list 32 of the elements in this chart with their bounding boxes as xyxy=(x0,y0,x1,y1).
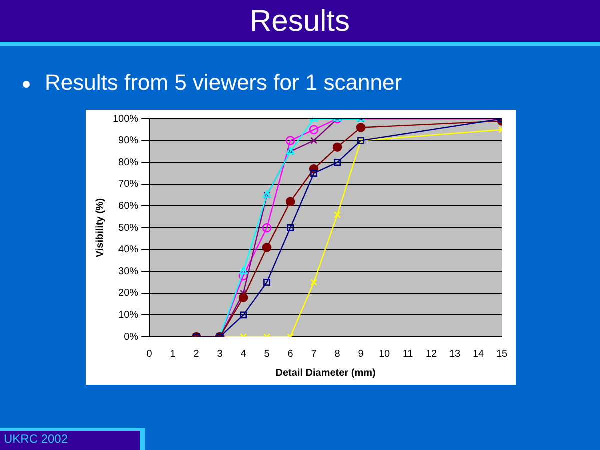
chart-title: Results xyxy=(0,0,600,42)
x-tick-label: 4 xyxy=(240,348,247,360)
x-tick-label: 3 xyxy=(217,348,224,360)
y-tick-label: 20% xyxy=(118,288,139,300)
x-tick-label: 11 xyxy=(402,348,414,360)
x-tick-label: 0 xyxy=(146,348,153,360)
chart-subtitle: Results from 5 viewers for 1 scanner xyxy=(45,70,402,96)
x-tick-label: 6 xyxy=(288,348,294,360)
y-tick-label: 0% xyxy=(124,332,139,343)
x-tick-label: 1 xyxy=(170,348,176,360)
x-tick-label: 14 xyxy=(472,348,485,360)
x-tick-label: 5 xyxy=(264,348,270,360)
x-tick-label: 2 xyxy=(194,348,200,360)
x-tick-label: 15 xyxy=(496,348,508,360)
x-tick-label: 12 xyxy=(426,348,438,360)
y-axis-title: Visibility (%) xyxy=(94,198,106,258)
y-tick-label: 80% xyxy=(118,157,139,168)
y-tick-label: 70% xyxy=(118,179,139,190)
x-tick-label: 8 xyxy=(334,348,341,360)
x-tick-label: 9 xyxy=(358,348,364,360)
y-tick-label: 40% xyxy=(118,244,139,256)
y-tick-label: 100% xyxy=(113,114,139,125)
y-tick-label: 10% xyxy=(118,310,139,321)
x-tick-label: 7 xyxy=(311,348,318,360)
x-axis-title: Detail Diameter (mm) xyxy=(276,368,376,379)
y-tick-label: 30% xyxy=(118,266,139,278)
x-tick-label: 10 xyxy=(378,348,391,360)
x-tick-label: 13 xyxy=(449,348,462,360)
y-tick-label: 50% xyxy=(118,222,139,234)
y-tick-label: 60% xyxy=(118,200,139,212)
text: UKRC 2002 xyxy=(4,432,68,446)
y-tick-label: 90% xyxy=(118,136,139,147)
